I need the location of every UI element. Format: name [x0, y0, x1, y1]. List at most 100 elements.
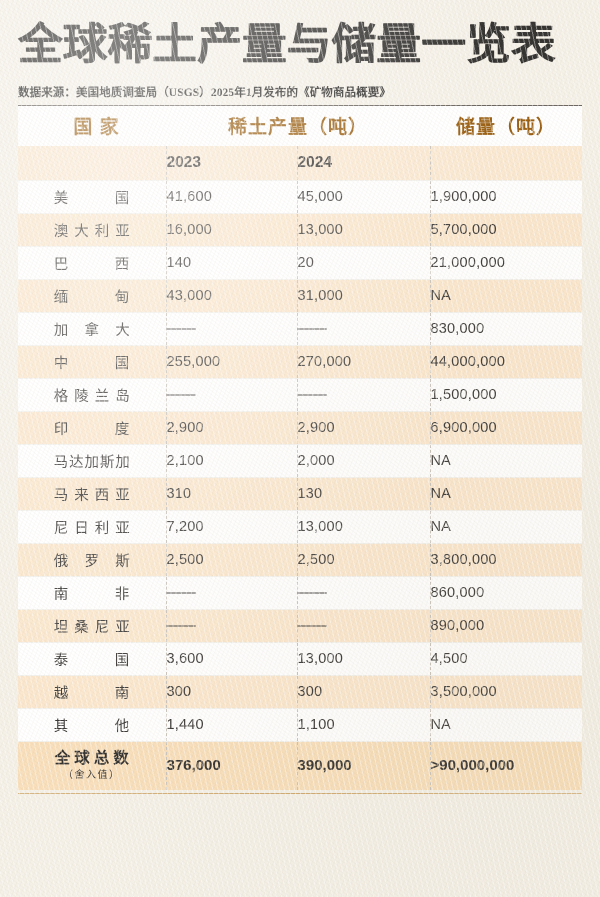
- cell-country: 缅甸: [18, 279, 166, 314]
- table-body: 美国 41,600 45,000 1,900,000 澳大利亚 16,000 13,000 5…: [18, 180, 583, 743]
- cell-country: 坦桑尼亚: [18, 609, 166, 644]
- cell-reserves: 4,500: [429, 642, 583, 677]
- cell-production-2024: 2,500: [296, 543, 431, 578]
- cell-production-2024: ——: [296, 312, 431, 347]
- cell-production-2023: 43,000: [165, 279, 297, 314]
- year-header-spacer: [18, 145, 166, 182]
- cell-production-2024: ——: [296, 378, 431, 413]
- cell-reserves: 44,000,000: [429, 345, 583, 380]
- rare-earth-data-table: 国 家 稀土产量（吨） 储量（吨） 2023 2024 美国 41,600 45,0…: [18, 105, 583, 790]
- table-row: 格陵兰岛 —— —— 1,500,000: [18, 378, 583, 413]
- cell-production-2023: ——: [165, 609, 297, 644]
- cell-reserves: 1,900,000: [429, 180, 583, 215]
- cell-country: 中国: [18, 345, 166, 380]
- title-block: 全球稀土产量与储量一览表 数据来源：美国地质调查局（USGS）2025年1月发布…: [18, 0, 582, 100]
- cell-reserves: 1,500,000: [429, 378, 583, 413]
- source-note: 数据来源：美国地质调查局（USGS）2025年1月发布的《矿物商品概要》: [18, 87, 391, 100]
- cell-production-2024: 1,100: [296, 708, 431, 743]
- cell-reserves: 830,000: [429, 312, 583, 347]
- cell-reserves: 860,000: [429, 576, 583, 611]
- country-name: 其他: [53, 718, 130, 735]
- country-name: 中国: [53, 355, 130, 372]
- cell-reserves: 21,000,000: [429, 246, 583, 281]
- total-row-y2023: 376,000: [165, 741, 297, 790]
- cell-production-2024: 31,000: [296, 279, 431, 314]
- table-row: 巴西 140 20 21,000,000: [18, 246, 583, 281]
- country-name: 缅甸: [53, 289, 130, 306]
- cell-production-2023: 140: [165, 246, 297, 281]
- country-name: 马达加斯加: [53, 454, 130, 471]
- table-row: 缅甸 43,000 31,000 NA: [18, 279, 583, 314]
- cell-reserves: NA: [429, 279, 583, 314]
- table-row: 马来西亚 310 130 NA: [18, 477, 583, 512]
- country-name: 坦桑尼亚: [53, 619, 130, 636]
- table-row: 加拿大 —— —— 830,000: [18, 312, 583, 347]
- cell-production-2023: 3,600: [165, 642, 297, 677]
- infographic-page: 全球稀土产量与储量一览表 数据来源：美国地质调查局（USGS）2025年1月发布…: [18, 0, 583, 795]
- cell-production-2024: 270,000: [296, 345, 431, 380]
- cell-production-2024: 20: [296, 246, 431, 281]
- cell-production-2023: 2,900: [165, 411, 297, 446]
- cell-reserves: NA: [429, 510, 583, 545]
- year-header-reserves-blank: [429, 145, 583, 182]
- country-name: 南非: [53, 586, 130, 603]
- cell-production-2023: 2,500: [165, 543, 297, 578]
- bottom-rule-divider: [18, 792, 582, 795]
- cell-production-2024: 2,900: [296, 411, 431, 446]
- table-year-header-row: 2023 2024: [18, 145, 583, 182]
- cell-reserves: 5,700,000: [429, 213, 583, 248]
- cell-production-2023: 255,000: [165, 345, 297, 380]
- country-name: 泰国: [53, 652, 130, 669]
- cell-country: 美国: [18, 180, 166, 215]
- table-row: 坦桑尼亚 —— —— 890,000: [18, 609, 583, 644]
- cell-production-2024: 45,000: [296, 180, 431, 215]
- country-name: 印度: [53, 421, 130, 438]
- cell-country: 越南: [18, 675, 166, 710]
- table-row: 马达加斯加 2,100 2,000 NA: [18, 444, 583, 479]
- cell-reserves: NA: [429, 444, 583, 479]
- total-row-label-sub: （舍入值）: [63, 769, 121, 781]
- total-row-label: 全球总数 （舍入值）: [18, 742, 166, 790]
- cell-country: 格陵兰岛: [18, 378, 166, 413]
- cell-production-2024: 300: [296, 675, 431, 710]
- cell-production-2024: ——: [296, 576, 431, 611]
- table-row: 南非 —— —— 860,000: [18, 576, 583, 611]
- cell-production-2023: ——: [165, 312, 297, 347]
- cell-production-2024: 13,000: [296, 510, 431, 545]
- cell-production-2023: ——: [165, 576, 297, 611]
- country-name: 巴西: [53, 256, 130, 273]
- cell-country: 澳大利亚: [18, 213, 166, 248]
- total-row-label-main: 全球总数: [54, 750, 133, 767]
- cell-production-2024: 2,000: [296, 444, 431, 479]
- table-total-row: 全球总数 （舍入值） 376,000 390,000 >90,000,000: [18, 741, 583, 790]
- table-row: 澳大利亚 16,000 13,000 5,700,000: [18, 213, 583, 248]
- cell-production-2023: 310: [165, 477, 297, 512]
- country-name: 越南: [53, 685, 130, 702]
- cell-production-2023: 300: [165, 675, 297, 710]
- table-row: 印度 2,900 2,900 6,900,000: [18, 411, 583, 446]
- table-row: 泰国 3,600 13,000 4,500: [18, 642, 583, 677]
- cell-production-2023: 16,000: [165, 213, 297, 248]
- cell-country: 尼日利亚: [18, 510, 166, 545]
- cell-country: 马来西亚: [18, 477, 166, 512]
- cell-reserves: NA: [429, 708, 583, 743]
- cell-production-2023: 1,440: [165, 708, 297, 743]
- cell-production-2023: ——: [165, 378, 297, 413]
- table-row: 美国 41,600 45,000 1,900,000: [18, 180, 583, 215]
- cell-production-2024: 13,000: [296, 213, 431, 248]
- country-name: 格陵兰岛: [53, 388, 130, 405]
- cell-production-2024: ——: [296, 609, 431, 644]
- country-name: 加拿大: [53, 322, 130, 339]
- cell-production-2023: 7,200: [165, 510, 297, 545]
- column-header-year-2023: 2023: [165, 145, 297, 182]
- column-header-country: 国 家: [73, 117, 120, 139]
- column-header-reserves: 储量（吨）: [456, 117, 557, 139]
- cell-reserves: NA: [429, 477, 583, 512]
- table-head: 国 家 稀土产量（吨） 储量（吨） 2023 2024: [18, 105, 583, 182]
- table-row: 其他 1,440 1,100 NA: [18, 708, 583, 743]
- total-row-y2024: 390,000: [296, 741, 431, 790]
- table-row: 中国 255,000 270,000 44,000,000: [18, 345, 583, 380]
- country-name: 俄罗斯: [53, 553, 130, 570]
- country-name: 美国: [53, 190, 130, 207]
- country-name: 尼日利亚: [53, 520, 130, 537]
